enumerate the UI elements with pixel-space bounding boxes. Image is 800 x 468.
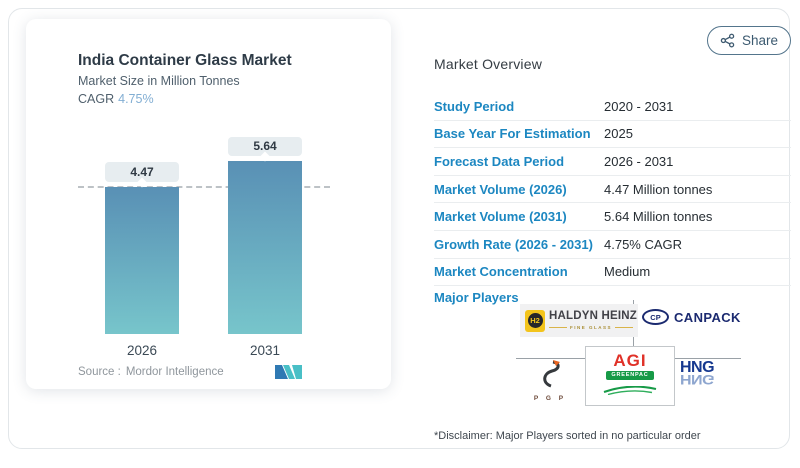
hng-logo: HNG HNG bbox=[660, 359, 734, 386]
divider bbox=[516, 358, 585, 359]
cagr-line: CAGR 4.75% bbox=[78, 92, 154, 106]
mordor-intelligence-logo-icon bbox=[275, 362, 302, 385]
major-players-logos: H2 HALDYN HEINZ FINE GLASS CP CANPACK bbox=[512, 285, 766, 417]
row-label: Market Concentration bbox=[434, 264, 568, 280]
table-row: Market Volume (2031) 5.64 Million tonnes bbox=[434, 203, 791, 231]
source-line: Source : Mordor Intelligence bbox=[78, 366, 224, 378]
row-label: Base Year For Estimation bbox=[434, 126, 591, 142]
haldyn-name: HALDYN HEINZ bbox=[549, 310, 638, 323]
row-label: Forecast Data Period bbox=[434, 153, 565, 169]
reference-dashed-line bbox=[78, 185, 330, 188]
cagr-value: 4.75% bbox=[118, 92, 154, 106]
table-row: Forecast Data Period 2026 - 2031 bbox=[434, 148, 791, 176]
pgp-glyph-icon bbox=[537, 359, 563, 394]
share-icon bbox=[720, 33, 735, 48]
row-label: Market Volume (2031) bbox=[434, 209, 567, 225]
table-row: Market Concentration Medium bbox=[434, 259, 791, 287]
chart-title: India Container Glass Market bbox=[78, 52, 292, 69]
bar-group-2026: 4.47 2026 bbox=[105, 137, 179, 358]
row-value: 4.75% CAGR bbox=[604, 236, 683, 252]
table-row: Study Period 2020 - 2031 bbox=[434, 93, 791, 121]
hng-text: HNG bbox=[679, 359, 715, 376]
disclaimer-text: *Disclaimer: Major Players sorted in no … bbox=[434, 430, 701, 442]
pgp-letters: P G P bbox=[533, 395, 567, 402]
table-row: Market Volume (2026) 4.47 Million tonnes bbox=[434, 176, 791, 204]
greenpac-text: GREENPAC bbox=[606, 371, 654, 380]
row-label: Market Volume (2026) bbox=[434, 181, 567, 197]
row-label: Study Period bbox=[434, 98, 515, 114]
canpack-cp-badge-icon: CP bbox=[642, 309, 669, 325]
market-overview-panel: Share Market Overview Study Period 2020 … bbox=[434, 9, 791, 468]
axis-label-2026: 2026 bbox=[126, 343, 158, 358]
divider bbox=[675, 358, 741, 359]
canpack-name: CANPACK bbox=[674, 309, 741, 325]
row-value: Medium bbox=[604, 264, 651, 280]
pgp-logo: P G P bbox=[522, 359, 578, 402]
canpack-logo: CP CANPACK bbox=[642, 309, 741, 325]
bar-chart: 4.47 2026 5.64 2031 bbox=[50, 137, 368, 358]
row-value: 2025 bbox=[604, 126, 633, 142]
row-label: Growth Rate (2026 - 2031) bbox=[434, 236, 593, 252]
row-value: 2026 - 2031 bbox=[604, 153, 674, 169]
table-row: Growth Rate (2026 - 2031) 4.75% CAGR bbox=[434, 231, 791, 259]
chart-card: India Container Glass Market Market Size… bbox=[26, 19, 391, 389]
overview-heading: Market Overview bbox=[434, 56, 543, 72]
major-players-label: Major Players bbox=[434, 290, 519, 305]
infographic-card: India Container Glass Market Market Size… bbox=[8, 8, 791, 449]
axis-label-2031: 2031 bbox=[249, 343, 281, 358]
haldyn-h2-badge-icon: H2 bbox=[525, 309, 545, 332]
value-label-2026: 4.47 bbox=[105, 161, 179, 182]
haldyn-heinz-logo: H2 HALDYN HEINZ FINE GLASS bbox=[520, 304, 638, 337]
share-button[interactable]: Share bbox=[707, 26, 791, 55]
share-button-label: Share bbox=[741, 33, 779, 48]
chart-subtitle: Market Size in Million Tonnes bbox=[78, 74, 240, 88]
bar-group-2031: 5.64 2031 bbox=[228, 137, 302, 358]
haldyn-tagline: FINE GLASS bbox=[549, 325, 634, 330]
agi-greenpac-logo: AGI GREENPAC bbox=[585, 346, 675, 406]
row-value: 5.64 Million tonnes bbox=[604, 209, 713, 225]
source-label: Source : bbox=[78, 366, 121, 378]
bar-2026 bbox=[105, 186, 179, 334]
value-label-2031: 5.64 bbox=[228, 137, 302, 156]
agi-swoosh-icon bbox=[602, 382, 658, 400]
row-value: 4.47 Million tonnes bbox=[604, 181, 713, 197]
row-value: 2020 - 2031 bbox=[604, 98, 674, 114]
bar-2031 bbox=[228, 160, 302, 334]
agi-text: AGI bbox=[613, 351, 647, 371]
overview-table: Study Period 2020 - 2031 Base Year For E… bbox=[434, 93, 791, 287]
table-row: Base Year For Estimation 2025 bbox=[434, 121, 791, 149]
cagr-label: CAGR bbox=[78, 92, 115, 106]
source-value: Mordor Intelligence bbox=[125, 366, 224, 378]
